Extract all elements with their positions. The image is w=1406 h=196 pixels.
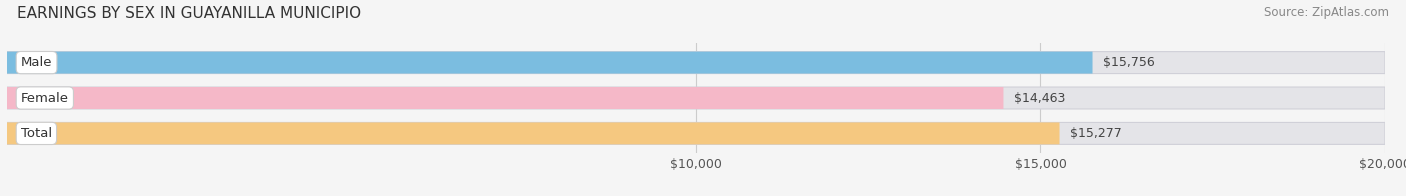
FancyBboxPatch shape: [7, 52, 1092, 74]
FancyBboxPatch shape: [7, 87, 1004, 109]
Text: Female: Female: [21, 92, 69, 104]
FancyBboxPatch shape: [7, 122, 1060, 144]
Text: Total: Total: [21, 127, 52, 140]
Text: $14,463: $14,463: [1014, 92, 1066, 104]
Text: $15,756: $15,756: [1102, 56, 1154, 69]
Text: Source: ZipAtlas.com: Source: ZipAtlas.com: [1264, 6, 1389, 19]
Text: EARNINGS BY SEX IN GUAYANILLA MUNICIPIO: EARNINGS BY SEX IN GUAYANILLA MUNICIPIO: [17, 6, 361, 21]
FancyBboxPatch shape: [7, 122, 1385, 144]
FancyBboxPatch shape: [7, 52, 1385, 74]
Text: Male: Male: [21, 56, 52, 69]
FancyBboxPatch shape: [7, 87, 1385, 109]
Text: $15,277: $15,277: [1070, 127, 1122, 140]
